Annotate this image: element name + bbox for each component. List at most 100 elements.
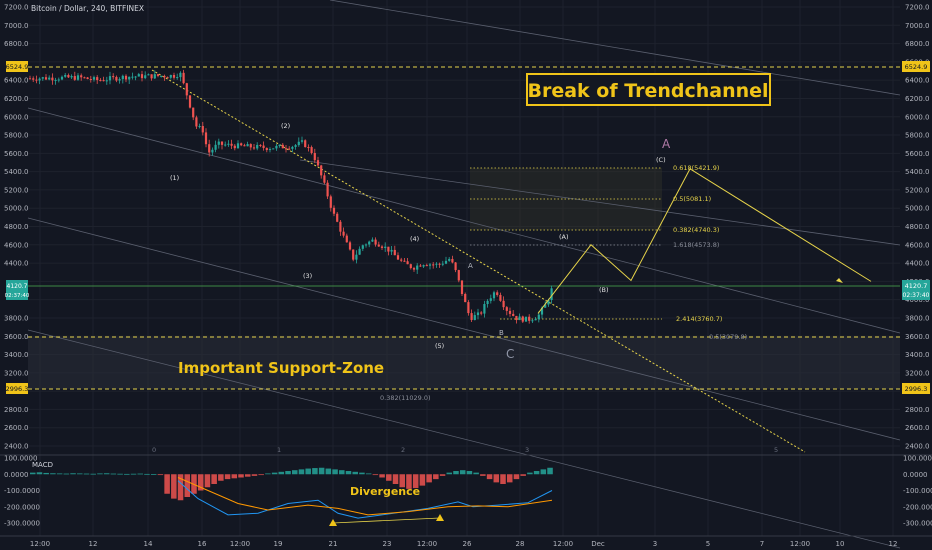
macd-line: [177, 480, 553, 519]
price-tick-right: 4400.0: [905, 260, 930, 268]
price-tick-left: 6200.0: [4, 95, 29, 103]
candle-body: [214, 144, 217, 150]
price-tick-left: 3200.0: [4, 369, 29, 377]
candle-body: [172, 74, 176, 78]
macd-bar: [406, 474, 412, 489]
wave-paren-b-label: (B): [599, 286, 609, 294]
candle-body: [38, 78, 41, 81]
candle-body: [403, 260, 406, 262]
macd-bar: [218, 474, 224, 481]
candle-body: [166, 77, 169, 79]
candle-body: [73, 76, 76, 80]
macd-bar: [547, 467, 553, 475]
candle-body: [153, 74, 156, 79]
candle-body: [243, 145, 246, 147]
wave-big-c-label: C: [506, 347, 514, 361]
divergence-label: Divergence: [350, 485, 420, 498]
candle-body: [198, 126, 201, 128]
candle-body: [83, 77, 86, 79]
macd-bar: [359, 472, 365, 475]
macd-bar: [500, 474, 506, 484]
macd-bar: [285, 471, 291, 475]
candle-body: [489, 298, 492, 301]
candle-body: [518, 316, 521, 321]
price-tick-left: 5200.0: [4, 186, 29, 194]
candle-body: [470, 313, 473, 321]
price-axis-left: 7200.0 7000.0 6800.0 6400.0 6200.0 6000.0 5800…: [4, 4, 29, 451]
trend-channel: [27, 0, 901, 549]
macd-bar: [493, 474, 500, 483]
fib-1618-label: 1.618(4573.8): [673, 241, 719, 249]
time-tick: 5: [706, 540, 710, 548]
candle-body: [505, 307, 508, 311]
candle-body: [275, 145, 278, 149]
time-tick: 7: [760, 540, 764, 548]
candle-body: [230, 143, 233, 146]
candle-body: [240, 143, 243, 146]
macd-bar: [157, 474, 164, 476]
cycle-5-label: 5: [774, 446, 778, 454]
macd-bar: [43, 472, 49, 475]
candle-body: [121, 75, 124, 80]
macd-bar: [164, 474, 170, 494]
price-tick-left: 5600.0: [4, 150, 29, 158]
macd-bar: [540, 469, 547, 475]
macd-bar: [265, 473, 271, 475]
macd-bar: [352, 471, 358, 475]
candle-body: [105, 80, 108, 82]
price-tick-left: 5800.0: [4, 132, 29, 140]
macd-bar: [238, 474, 244, 478]
candle-body: [99, 80, 102, 82]
candle-body: [195, 117, 198, 127]
candle-body: [211, 149, 214, 153]
cycle-1-label: 1: [277, 446, 281, 454]
candle-body: [422, 265, 425, 267]
macd-bar: [365, 473, 372, 475]
candle-body: [160, 75, 163, 77]
candle-body: [294, 145, 297, 147]
macd-tick: 0.0000: [903, 471, 928, 479]
candle-body: [428, 264, 432, 266]
candle-body: [236, 143, 240, 149]
candle-body: [131, 76, 134, 78]
current-price-tag-right: [902, 280, 930, 300]
candle-body: [515, 315, 518, 321]
macd-bar: [137, 473, 144, 475]
macd-tick-left: 0.0000: [4, 471, 29, 479]
macd-bar: [110, 473, 117, 475]
candle-body: [435, 263, 438, 265]
time-tick: 21: [329, 540, 338, 548]
candle-body: [412, 268, 416, 270]
candle-body: [521, 316, 524, 322]
candle-body: [540, 307, 544, 315]
macd-bar: [473, 472, 479, 475]
time-tick: 12: [889, 540, 898, 548]
candle-body: [102, 80, 105, 82]
candle-body: [128, 76, 131, 80]
candle-body: [406, 261, 409, 265]
channel-lower-line: [27, 217, 901, 441]
price-tick-left: 6400.0: [4, 77, 29, 85]
macd-bar: [251, 474, 258, 476]
candle-body: [147, 74, 150, 76]
channel-bottom-line: [27, 329, 901, 549]
candle-body: [528, 316, 531, 321]
macd-bar: [318, 467, 325, 475]
macd-bar: [453, 471, 459, 475]
channel-upper-line: [27, 107, 901, 334]
support-zone-band: [28, 337, 900, 389]
candle-body: [396, 255, 400, 260]
divergence-marker-2: [436, 514, 444, 521]
time-tick: Dec: [591, 540, 605, 548]
cycle-0-label: 0: [152, 446, 156, 454]
candle-body: [460, 280, 464, 294]
candle-body: [329, 196, 332, 208]
price-tick-right: 6000.0: [905, 113, 930, 121]
macd-bar: [466, 471, 473, 475]
macd-histogram: [30, 467, 553, 501]
candle-body: [96, 77, 99, 81]
price-tick-left: 6800.0: [4, 40, 29, 48]
candle-body: [288, 148, 291, 150]
wave-small-b-label: B: [499, 329, 504, 337]
